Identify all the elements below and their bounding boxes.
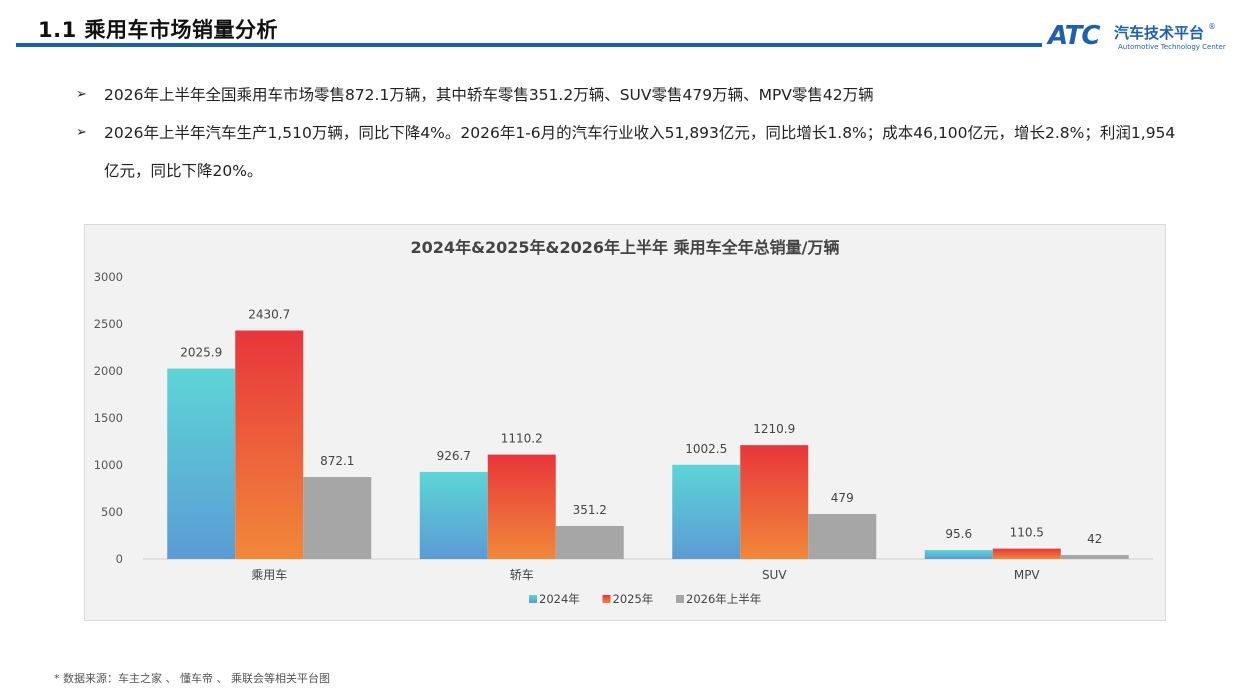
- y-tick-label: 3000: [94, 270, 123, 284]
- bar-value-label: 351.2: [573, 503, 607, 517]
- page-title: 1.1 乘用车市场销量分析: [38, 18, 279, 42]
- legend-label: 2024年: [539, 592, 580, 606]
- bar-value-label: 42: [1087, 532, 1102, 546]
- bar-value-label: 1210.9: [753, 422, 795, 436]
- legend-label: 2025年: [613, 592, 654, 606]
- y-tick-label: 500: [101, 505, 123, 519]
- bar: [992, 548, 1061, 559]
- bar-value-label: 2430.7: [248, 308, 290, 322]
- bar-value-label: 95.6: [945, 527, 972, 541]
- bar: [555, 525, 624, 559]
- x-category-label: MPV: [1014, 568, 1041, 582]
- sales-bar-chart: 2024年&2025年&2026年上半年 乘用车全年总销量/万辆 0 500 1000…: [94, 238, 1153, 606]
- logo-registered-mark: ®: [1208, 22, 1216, 31]
- header-divider: [16, 43, 1042, 47]
- bar: [487, 454, 556, 559]
- bar-value-label: 110.5: [1010, 526, 1044, 540]
- bar: [740, 445, 809, 559]
- data-source-footnote: * 数据来源：车主之家 、 懂车帝 、 乘联会等相关平台图: [54, 672, 330, 685]
- summary-bullets: ➢ 2026年上半年全国乘用车市场零售872.1万辆，其中轿车零售351.2万辆…: [76, 76, 1186, 190]
- x-category-label: 乘用车: [251, 567, 287, 582]
- bar: [924, 550, 993, 559]
- bar: [808, 513, 877, 559]
- legend-swatch: [529, 595, 537, 603]
- chart-title: 2024年&2025年&2026年上半年 乘用车全年总销量/万辆: [411, 238, 840, 257]
- logo-mark: ATC: [1048, 21, 1100, 51]
- bar: [235, 330, 304, 559]
- bar-value-label: 926.7: [437, 449, 471, 463]
- x-category-label: 轿车: [510, 567, 534, 582]
- y-tick-label: 0: [116, 552, 123, 566]
- logo-subtitle: Automotive Technology Center: [1118, 43, 1226, 51]
- bar: [672, 464, 741, 559]
- bullet-arrow-icon: ➢: [76, 87, 87, 102]
- bullet-text: 2026年上半年汽车生产1,510万辆，同比下降4%。2026年1-6月的汽车行…: [104, 124, 1176, 180]
- bar: [303, 477, 372, 559]
- legend-swatch: [676, 595, 684, 603]
- bullet-item: ➢ 2026年上半年汽车生产1,510万辆，同比下降4%。2026年1-6月的汽…: [76, 114, 1186, 190]
- x-category-label: SUV: [762, 568, 787, 582]
- bar-value-label: 479: [831, 491, 854, 505]
- y-tick-label: 2000: [94, 364, 123, 378]
- bar: [1060, 555, 1129, 559]
- logo-name: 汽车技术平台: [1114, 24, 1205, 42]
- y-tick-label: 1000: [94, 458, 123, 472]
- atc-logo: ATC 汽车技术平台 ® Automotive Technology Cente…: [1048, 22, 1228, 56]
- bar-value-label: 872.1: [320, 454, 354, 468]
- bar-value-label: 1110.2: [501, 432, 543, 446]
- legend-swatch: [602, 595, 611, 603]
- bullet-text: 2026年上半年全国乘用车市场零售872.1万辆，其中轿车零售351.2万辆、S…: [104, 86, 874, 104]
- bar: [419, 471, 488, 559]
- bullet-item: ➢ 2026年上半年全国乘用车市场零售872.1万辆，其中轿车零售351.2万辆…: [76, 76, 1186, 114]
- bar-value-label: 2025.9: [180, 346, 222, 360]
- bar-value-label: 1002.5: [685, 442, 727, 456]
- bullet-arrow-icon: ➢: [76, 125, 87, 140]
- y-tick-label: 2500: [94, 317, 123, 331]
- legend-label: 2026年上半年: [686, 592, 761, 606]
- sales-chart-panel: 2024年&2025年&2026年上半年 乘用车全年总销量/万辆 0 500 1000…: [84, 224, 1166, 621]
- bar: [167, 368, 236, 559]
- y-tick-label: 1500: [94, 411, 123, 425]
